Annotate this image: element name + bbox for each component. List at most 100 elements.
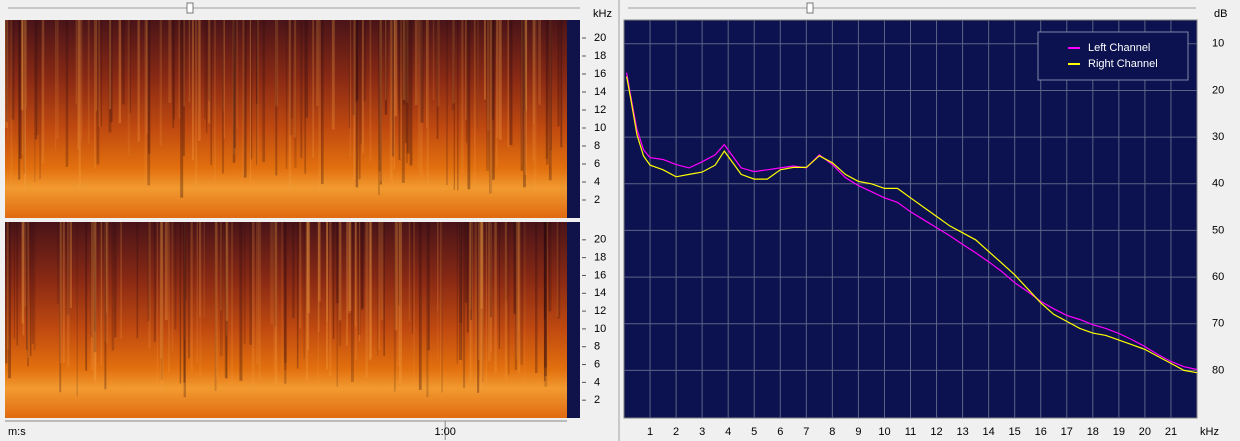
x-tick-label: 19 [1113, 426, 1125, 438]
y-tick-label: 4 [594, 376, 600, 388]
spectrogram-streak [360, 20, 362, 145]
spectrogram-streak [306, 222, 310, 351]
spectrogram-streak [470, 222, 473, 320]
spectrogram-streak [517, 222, 521, 373]
spectrogram-streak [546, 222, 548, 379]
spectrogram-streak [406, 20, 410, 154]
spectrogram-streak [129, 20, 132, 114]
spectrogram-streak [545, 20, 549, 159]
x-tick-label: 1:00 [434, 426, 455, 438]
y-tick-label: 20 [594, 234, 606, 246]
spectrogram-streak [515, 222, 518, 360]
spectrogram-streak [108, 20, 112, 133]
spectrogram-streak [232, 20, 236, 163]
y-tick-label: 18 [594, 50, 606, 62]
spectrogram-streak [480, 222, 484, 309]
y-tick-label: 10 [1212, 38, 1224, 50]
spectrogram-streak [60, 222, 62, 364]
spectrogram-streak [317, 222, 319, 383]
spectrogram-streak [26, 222, 28, 350]
spectrogram-streak [250, 20, 253, 160]
spectrogram-streak [487, 20, 489, 171]
spectrogram-streak [57, 222, 59, 304]
spectrogram-streak [5, 20, 9, 123]
spectrogram-streak [55, 20, 57, 151]
spectrogram-streak [350, 222, 354, 383]
spectrogram-streak [436, 20, 440, 107]
spectrogram-streak [70, 222, 72, 308]
spectrogram-streak [513, 222, 516, 314]
spectrogram-streak [491, 20, 495, 120]
spectrogram-streak [318, 20, 321, 193]
spectrogram-streak [463, 222, 466, 389]
spectrogram-streak [93, 222, 97, 332]
spectrogram-streak [85, 222, 88, 371]
x-tick-label: 13 [956, 426, 968, 438]
spectrogram-streak [394, 20, 398, 117]
spectrogram-streak [477, 20, 479, 130]
spectrogram-streak [307, 222, 311, 313]
spectrogram-streak [437, 222, 439, 312]
spectrogram-streak [122, 20, 125, 105]
spectrogram-streak [441, 222, 443, 393]
spectrogram-streak [24, 222, 27, 307]
spectrogram-streak [361, 20, 364, 154]
spectrogram-streak [164, 222, 168, 321]
spectrogram-streak [349, 20, 352, 157]
spectrum-line [626, 72, 1198, 371]
spectrogram-streak [523, 20, 526, 188]
spectrogram-streak [34, 20, 36, 182]
y-tick-label: 80 [1212, 364, 1224, 376]
spectrogram-streak [521, 20, 523, 164]
spectrogram-streak [427, 222, 430, 351]
spectrogram-streak [557, 20, 560, 127]
spectrogram-streak [20, 20, 24, 111]
spectrogram-streak [524, 222, 526, 385]
spectrogram-streak [402, 20, 406, 101]
spectrogram-streak [408, 222, 411, 322]
spectrogram-streak [171, 222, 174, 352]
spectrogram-streak [379, 20, 382, 182]
spectrogram-streak [378, 222, 381, 350]
spectrogram-streak [23, 20, 27, 192]
spectrogram-streak [358, 20, 361, 180]
spectrogram-streak [194, 20, 198, 187]
spectrogram-streak [451, 20, 455, 111]
spectrogram-streak [208, 20, 211, 124]
spectrogram-streak [426, 20, 428, 128]
spectrogram-streak [127, 20, 130, 156]
spectrogram-streak [394, 222, 398, 331]
spectrogram-streak [532, 20, 535, 161]
spectrogram-streak [137, 20, 140, 142]
spectrogram-streak [100, 20, 102, 127]
spectrogram-streak [90, 222, 93, 338]
spectrogram-streak [136, 222, 139, 339]
spectrogram-streak [355, 222, 357, 361]
spectrogram-streak [148, 20, 151, 154]
spectrogram-streak [457, 20, 459, 191]
spectrogram-streak [204, 20, 206, 120]
spectrogram-streak [41, 20, 45, 164]
spectrogram-streak [398, 20, 400, 111]
spectrogram-streak [26, 222, 29, 367]
spectrogram-streak [336, 222, 339, 304]
spectrogram-streak [437, 222, 439, 361]
slider-thumb[interactable] [806, 2, 814, 14]
spectrogram-streak [182, 20, 185, 156]
spectrogram-streak [172, 20, 176, 120]
spectrogram-streak [474, 222, 477, 385]
slider-thumb[interactable] [186, 2, 194, 14]
spectrogram-streak [548, 222, 552, 312]
y-tick-label: 4 [594, 176, 600, 188]
spectrogram-streak [320, 20, 324, 185]
spectrogram-streak [326, 222, 328, 322]
spectrogram-edge [567, 20, 580, 218]
spectrogram-streak [549, 20, 552, 167]
x-tick-label: 1 [647, 426, 653, 438]
spectrogram-streak [543, 222, 546, 382]
spectrogram-streak [504, 222, 507, 380]
legend-label: Right Channel [1088, 58, 1158, 70]
spectrogram-streak [378, 20, 380, 196]
spectrogram-streak [90, 222, 94, 371]
spectrogram-streak [233, 20, 235, 107]
